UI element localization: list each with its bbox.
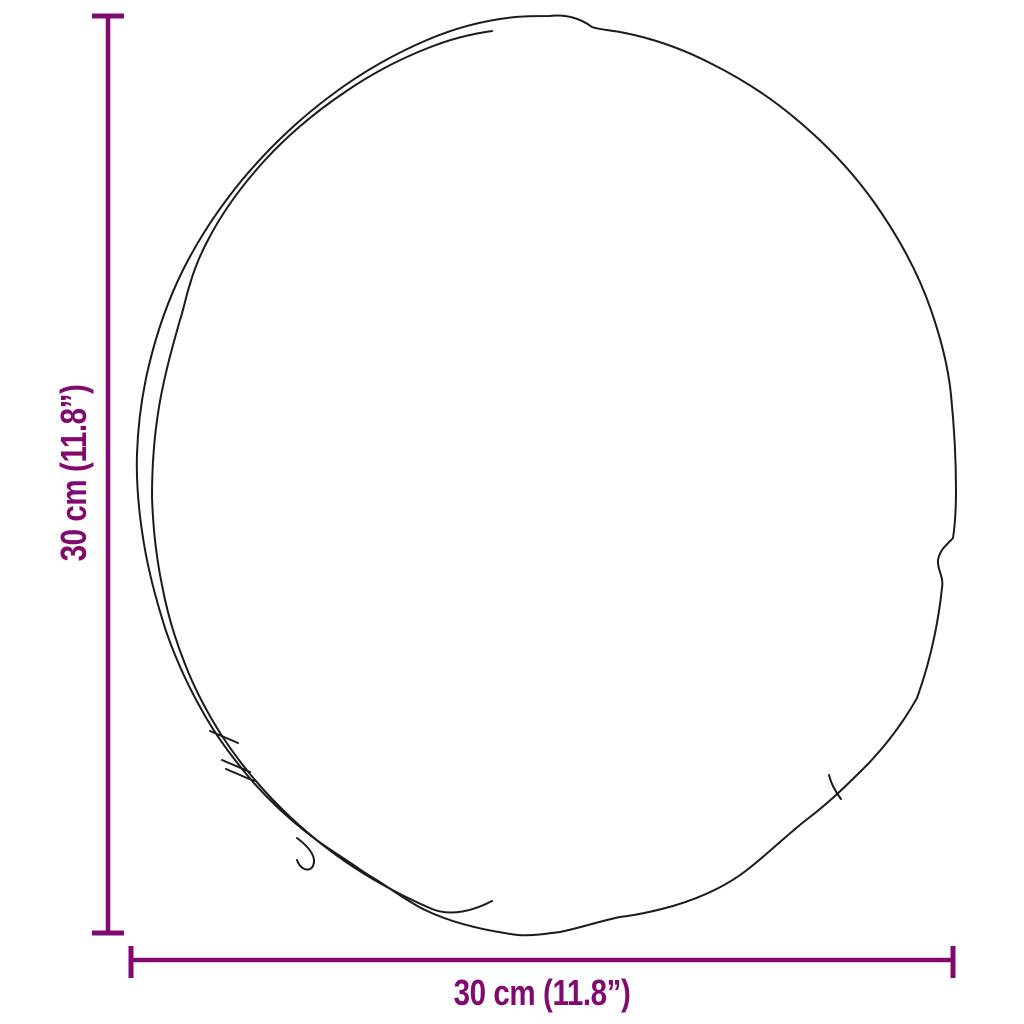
seam-stitch-tick-1 (209, 730, 239, 744)
wrinkle-spur-detail (828, 774, 842, 800)
height-dimension-label: 30 cm (11.8”) (53, 384, 94, 562)
seam-stitch-tick-3 (225, 768, 255, 782)
seam-stitch-tick-2 (221, 759, 251, 773)
cushion-outline (135, 14, 957, 937)
width-dimension-label: 30 cm (11.8”) (453, 972, 631, 1013)
fabric-fold-detail (296, 837, 315, 871)
cushion-seam-line (151, 30, 493, 914)
